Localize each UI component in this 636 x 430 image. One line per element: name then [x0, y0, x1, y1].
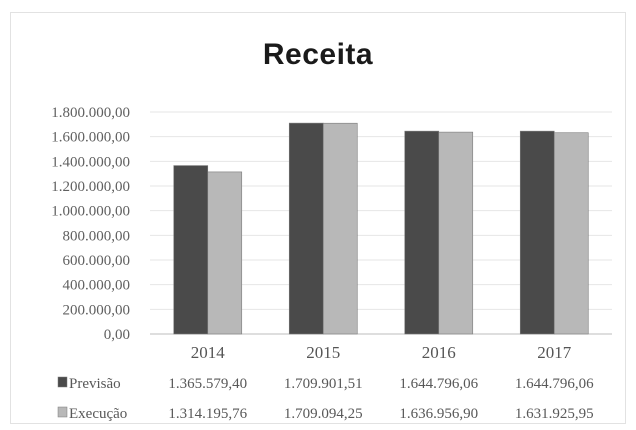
- y-tick-label: 1.600.000,00: [51, 130, 130, 146]
- y-tick-label: 200.000,00: [63, 302, 131, 318]
- data-label: 1.365.579,40: [168, 376, 247, 392]
- data-label: 1.314.195,76: [168, 406, 247, 422]
- y-tick-label: 1.400.000,00: [51, 154, 130, 170]
- y-tick-label: 1.000.000,00: [51, 204, 130, 220]
- category-label: 2014: [191, 343, 226, 362]
- category-label: 2015: [306, 343, 340, 362]
- bar: [404, 130, 440, 335]
- bar: [173, 165, 209, 335]
- y-tick-label: 800.000,00: [63, 228, 131, 244]
- data-label: 1.636.956,90: [399, 406, 478, 422]
- y-tick-label: 1.800.000,00: [51, 105, 130, 121]
- category-label: 2017: [537, 343, 572, 362]
- y-tick-label: 400.000,00: [63, 278, 131, 294]
- category-label: 2016: [422, 343, 456, 362]
- series-name: Previsão: [69, 376, 121, 392]
- y-tick-label: 600.000,00: [63, 253, 131, 269]
- bar: [553, 132, 589, 335]
- y-tick-label: 0,00: [104, 327, 130, 343]
- bar: [438, 131, 474, 335]
- data-label: 1.644.796,06: [515, 376, 594, 392]
- y-tick-label: 1.200.000,00: [51, 179, 130, 195]
- bar: [519, 130, 555, 335]
- x-axis-categories: 2014 2015 2016 2017: [191, 343, 572, 362]
- bar: [288, 122, 324, 335]
- chart-title: Receita: [262, 38, 374, 71]
- bar: [207, 171, 243, 335]
- data-label: 1.709.094,25: [284, 406, 363, 422]
- data-label: 1.631.925,95: [515, 406, 594, 422]
- series-name: Execução: [69, 406, 127, 422]
- data-table: Previsão 1.365.579,40 1.709.901,51 1.644.79…: [57, 376, 594, 422]
- legend-key: [57, 406, 68, 418]
- bars: [173, 122, 589, 335]
- data-label: 1.644.796,06: [399, 376, 478, 392]
- bar: [322, 122, 358, 335]
- y-axis-ticks: 0,00 200.000,00 400.000,00 600.000,00 800.00…: [51, 105, 130, 343]
- legend-key: [57, 376, 68, 388]
- data-label: 1.709.901,51: [284, 376, 363, 392]
